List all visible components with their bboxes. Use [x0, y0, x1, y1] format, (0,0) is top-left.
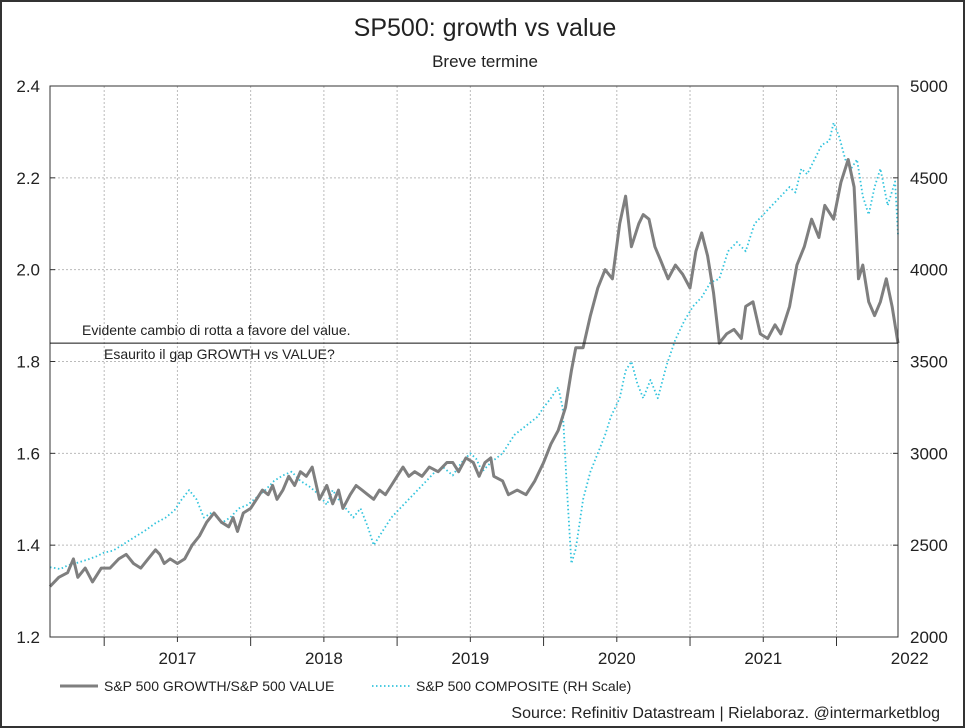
y-left-tick-label: 1.4 [16, 536, 40, 555]
y-right-tick-label: 5000 [910, 77, 948, 96]
chart-subtitle: Breve termine [432, 52, 538, 71]
y-left-tick-label: 2.4 [16, 77, 40, 96]
chart-title: SP500: growth vs value [354, 14, 617, 42]
x-tick-label: 2019 [451, 649, 489, 668]
annotation-gap: Esaurito il gap GROWTH vs VALUE? [104, 346, 335, 362]
source-note: Source: Refinitiv Datastream | Rielabora… [511, 705, 940, 722]
x-tick-label: 2018 [305, 649, 343, 668]
x-tick-label: 2022 [891, 649, 929, 668]
axes: 1.2 1.4 1.6 1.8 2.0 2.2 2.4 2000 2500 3000 3500 400… [16, 77, 947, 668]
y-right-tick-label: 3000 [910, 444, 948, 463]
legend-label-growth-value: S&P 500 GROWTH/S&P 500 VALUE [104, 678, 334, 694]
legend-label-composite: S&P 500 COMPOSITE (RH Scale) [416, 678, 631, 694]
x-tick-label: 2017 [159, 649, 197, 668]
x-tick-label: 2020 [598, 649, 636, 668]
y-left-tick-label: 2.2 [16, 169, 40, 188]
series-line-growth-value [48, 158, 900, 588]
series-layer [48, 121, 900, 588]
y-right-tick-label: 4000 [910, 261, 948, 280]
annotation-rotation: Evidente cambio di rotta a favore del va… [82, 322, 351, 338]
legend: S&P 500 GROWTH/S&P 500 VALUE S&P 500 COM… [60, 678, 631, 694]
y-right-tick-label: 3500 [910, 353, 948, 372]
y-left-tick-label: 1.2 [16, 628, 40, 647]
y-right-tick-label: 2500 [910, 536, 948, 555]
y-right-tick-label: 2000 [910, 628, 948, 647]
x-tick-label: 2021 [744, 649, 782, 668]
y-right-tick-label: 4500 [910, 169, 948, 188]
y-left-tick-label: 1.8 [16, 353, 40, 372]
y-left-tick-label: 1.6 [16, 444, 40, 463]
y-left-tick-label: 2.0 [16, 261, 40, 280]
